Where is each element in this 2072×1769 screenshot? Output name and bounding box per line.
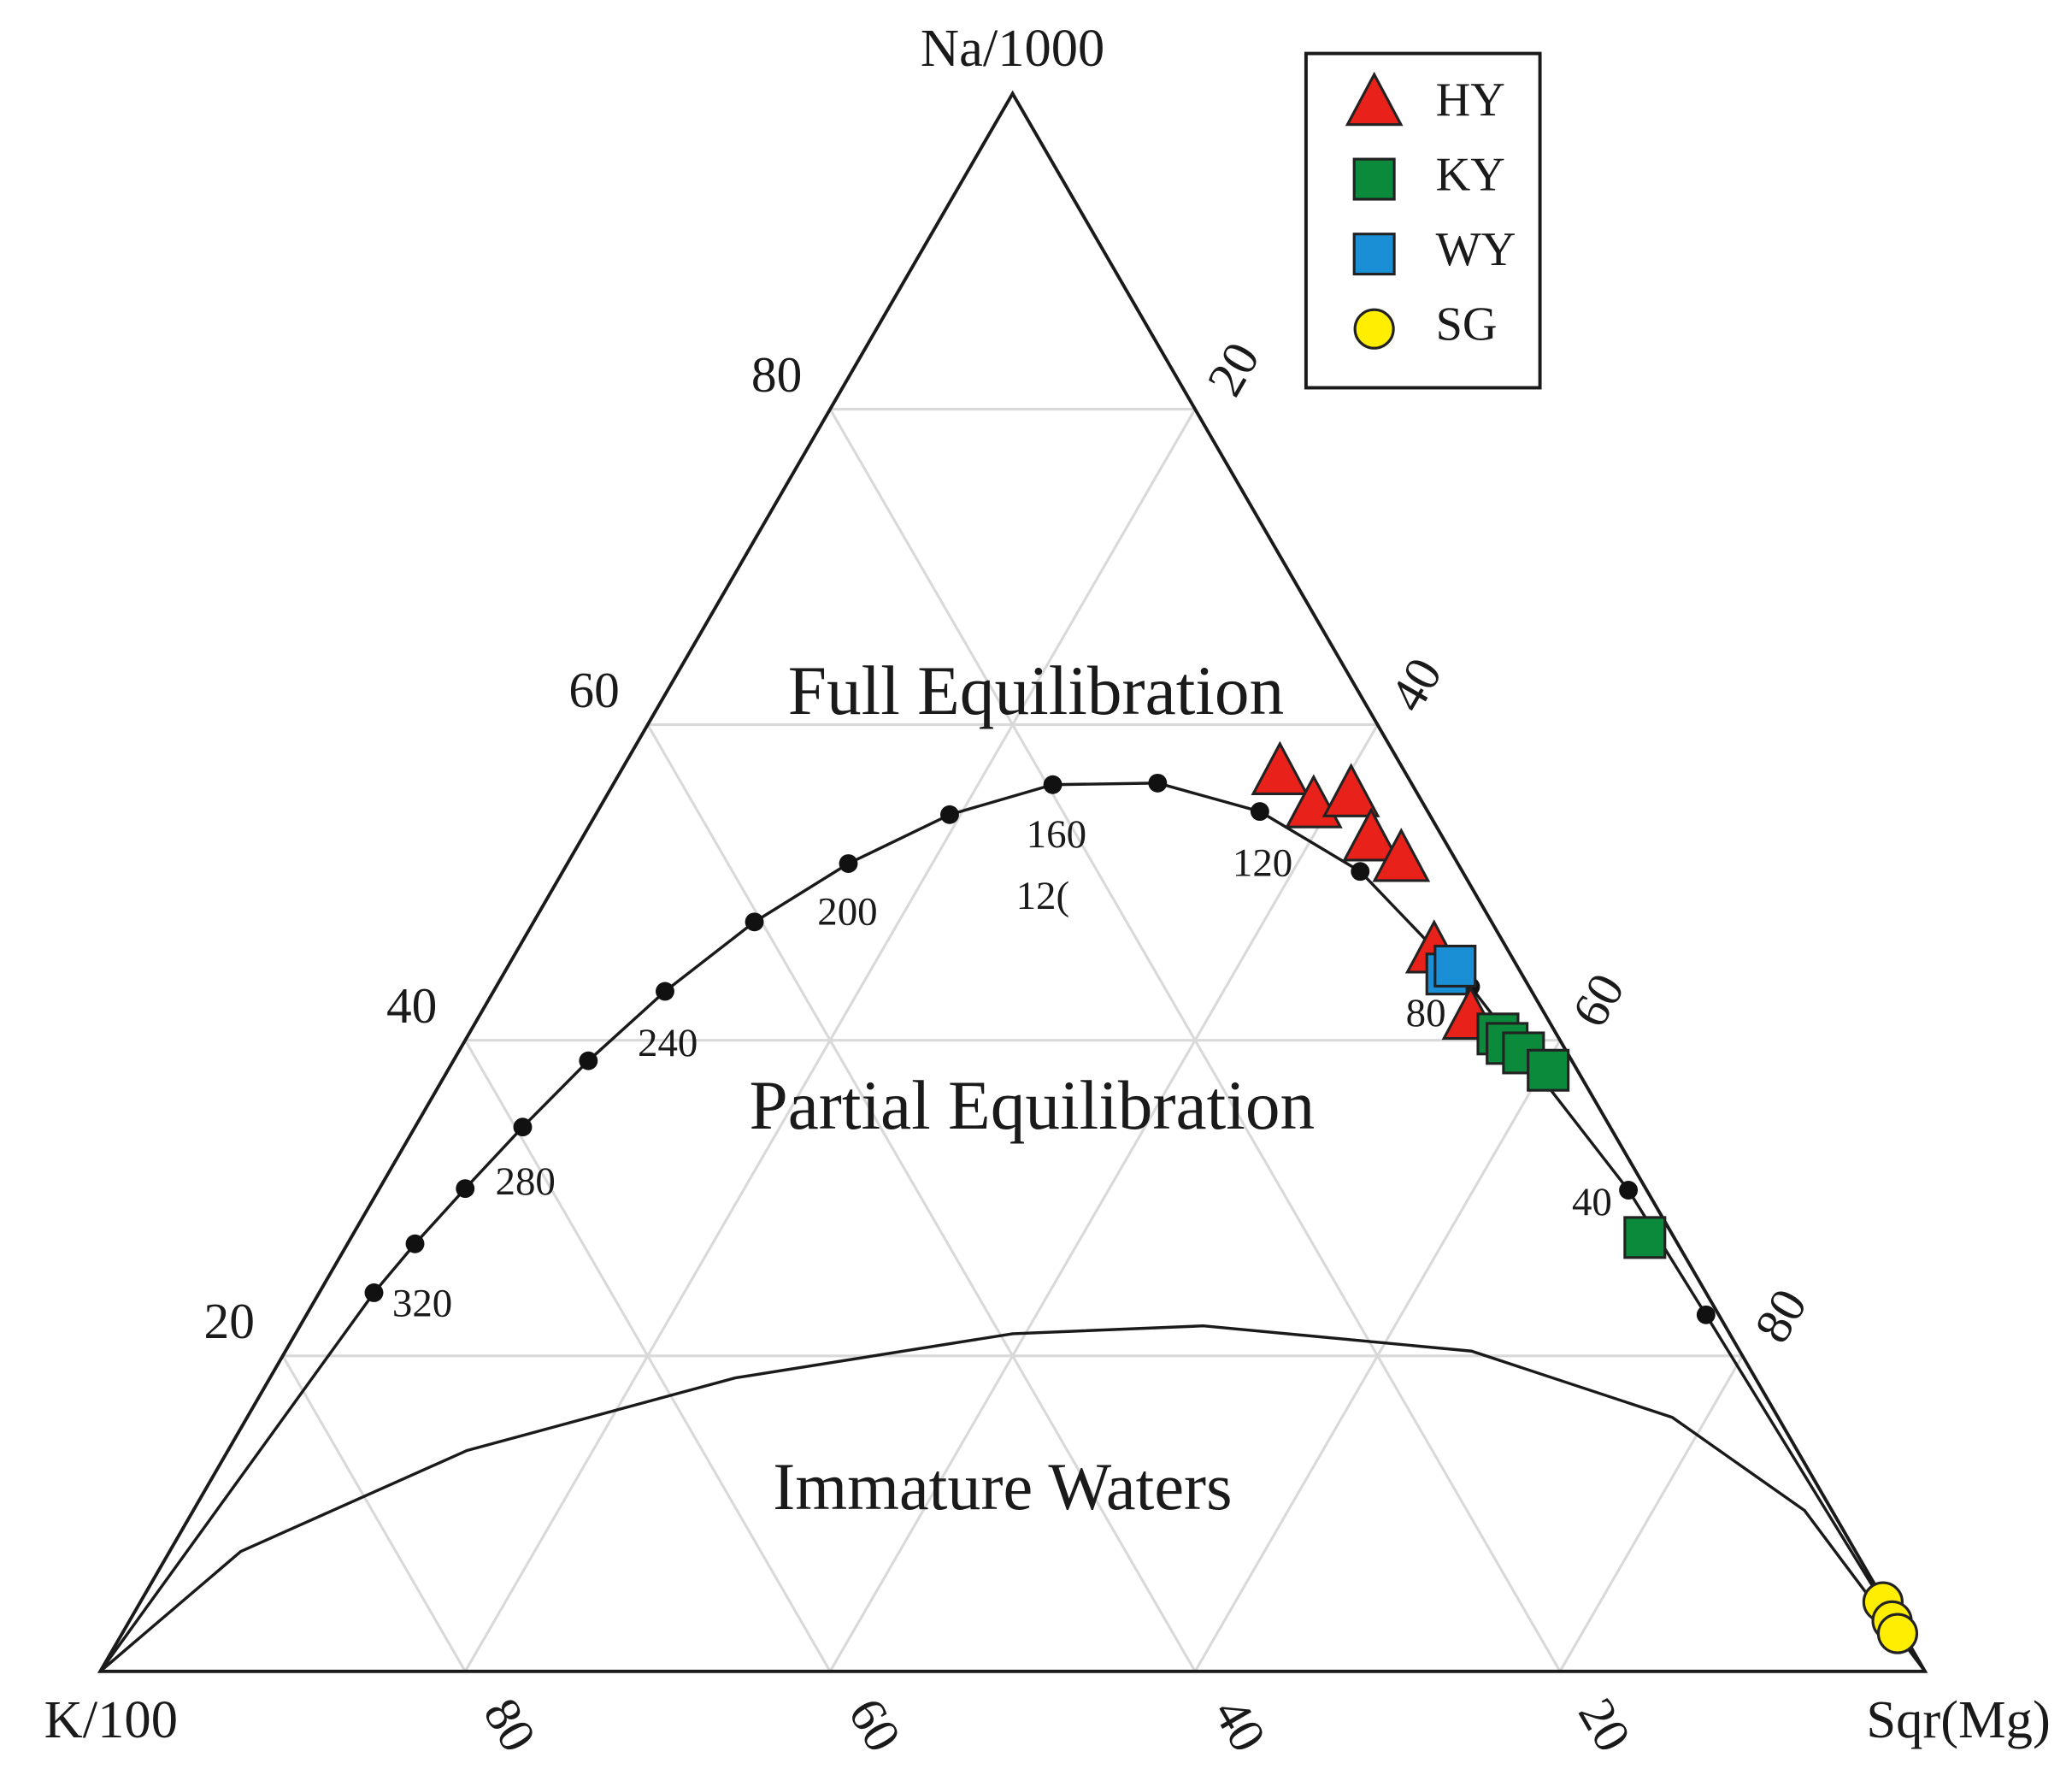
data-point [1527,1048,1570,1092]
tick-label: 60 [1561,964,1635,1035]
curve-dot [513,1117,533,1137]
curve-dot [579,1051,598,1070]
temperature-label: 240 [638,1021,698,1065]
curve-dot [364,1283,384,1302]
tick-label: 20 [1196,333,1270,404]
data-point [1251,740,1310,796]
data-point [1372,828,1431,882]
temperature-label: 40 [1572,1180,1612,1224]
tick-label: 80 [1744,1280,1818,1352]
temperature-label: 80 [1406,991,1446,1035]
curve-dot [745,912,764,932]
tick-label: 80 [751,346,802,403]
grid-line [646,723,1197,1672]
temperature-label: 160 [1027,812,1086,857]
curve-dot [1250,802,1269,822]
curve-dot [405,1234,425,1253]
legend-box [1304,51,1542,390]
legend-label: WY [1436,223,1516,276]
temperature-label: 280 [495,1159,555,1204]
data-point [1433,944,1477,988]
data-point [1342,807,1400,862]
legend-marker [1352,157,1396,201]
grid-line [1193,1039,1562,1672]
tick-label: 20 [1568,1689,1642,1760]
temperature-label: 320 [392,1281,452,1325]
tick-label: 80 [473,1689,547,1760]
data-point [1321,763,1380,817]
grid-line [1558,1354,1744,1672]
grid-line [281,1354,467,1672]
curve-dot [940,805,959,824]
legend-marker [1345,71,1404,127]
curve-dot [1619,1181,1639,1200]
region-label: Immature Waters [773,1449,1232,1524]
curve [99,1324,1927,1673]
legend-label: KY [1436,148,1505,201]
curve-dot [456,1179,475,1199]
data-point [1623,1216,1667,1259]
legend-label: SG [1436,298,1498,351]
triangle-frame [97,90,1928,1673]
legend-marker [1352,233,1396,276]
curve-dot [1148,773,1168,793]
curve-dot [1696,1305,1716,1324]
curve-dot [656,982,674,1001]
axis-label: K/100 [44,1689,178,1749]
tick-label: 60 [568,662,619,718]
temperature-label: 120 [1233,840,1292,885]
region-label: Full Equilibration [788,652,1284,729]
legend-label: HY [1436,74,1505,127]
curve-dot [839,854,858,873]
tick-label: 60 [838,1689,912,1760]
curve-dot [1043,775,1062,794]
axis-label: Na/1000 [921,18,1104,78]
region-label: Partial Equilibration [749,1067,1315,1144]
data-point [1876,1613,1919,1654]
temperature-label: 12( [1016,874,1070,918]
temperature-label: 200 [817,890,877,935]
tick-label: 40 [1379,648,1453,720]
axis-label: Sqr(Mg) [1866,1689,2050,1749]
tick-label: 40 [1203,1689,1277,1760]
legend-marker [1353,308,1395,350]
grid-line [463,408,1197,1672]
tick-label: 20 [204,1293,255,1349]
curve-dot [1351,862,1370,882]
tick-label: 40 [386,977,437,1034]
grid-line [828,723,1379,1672]
